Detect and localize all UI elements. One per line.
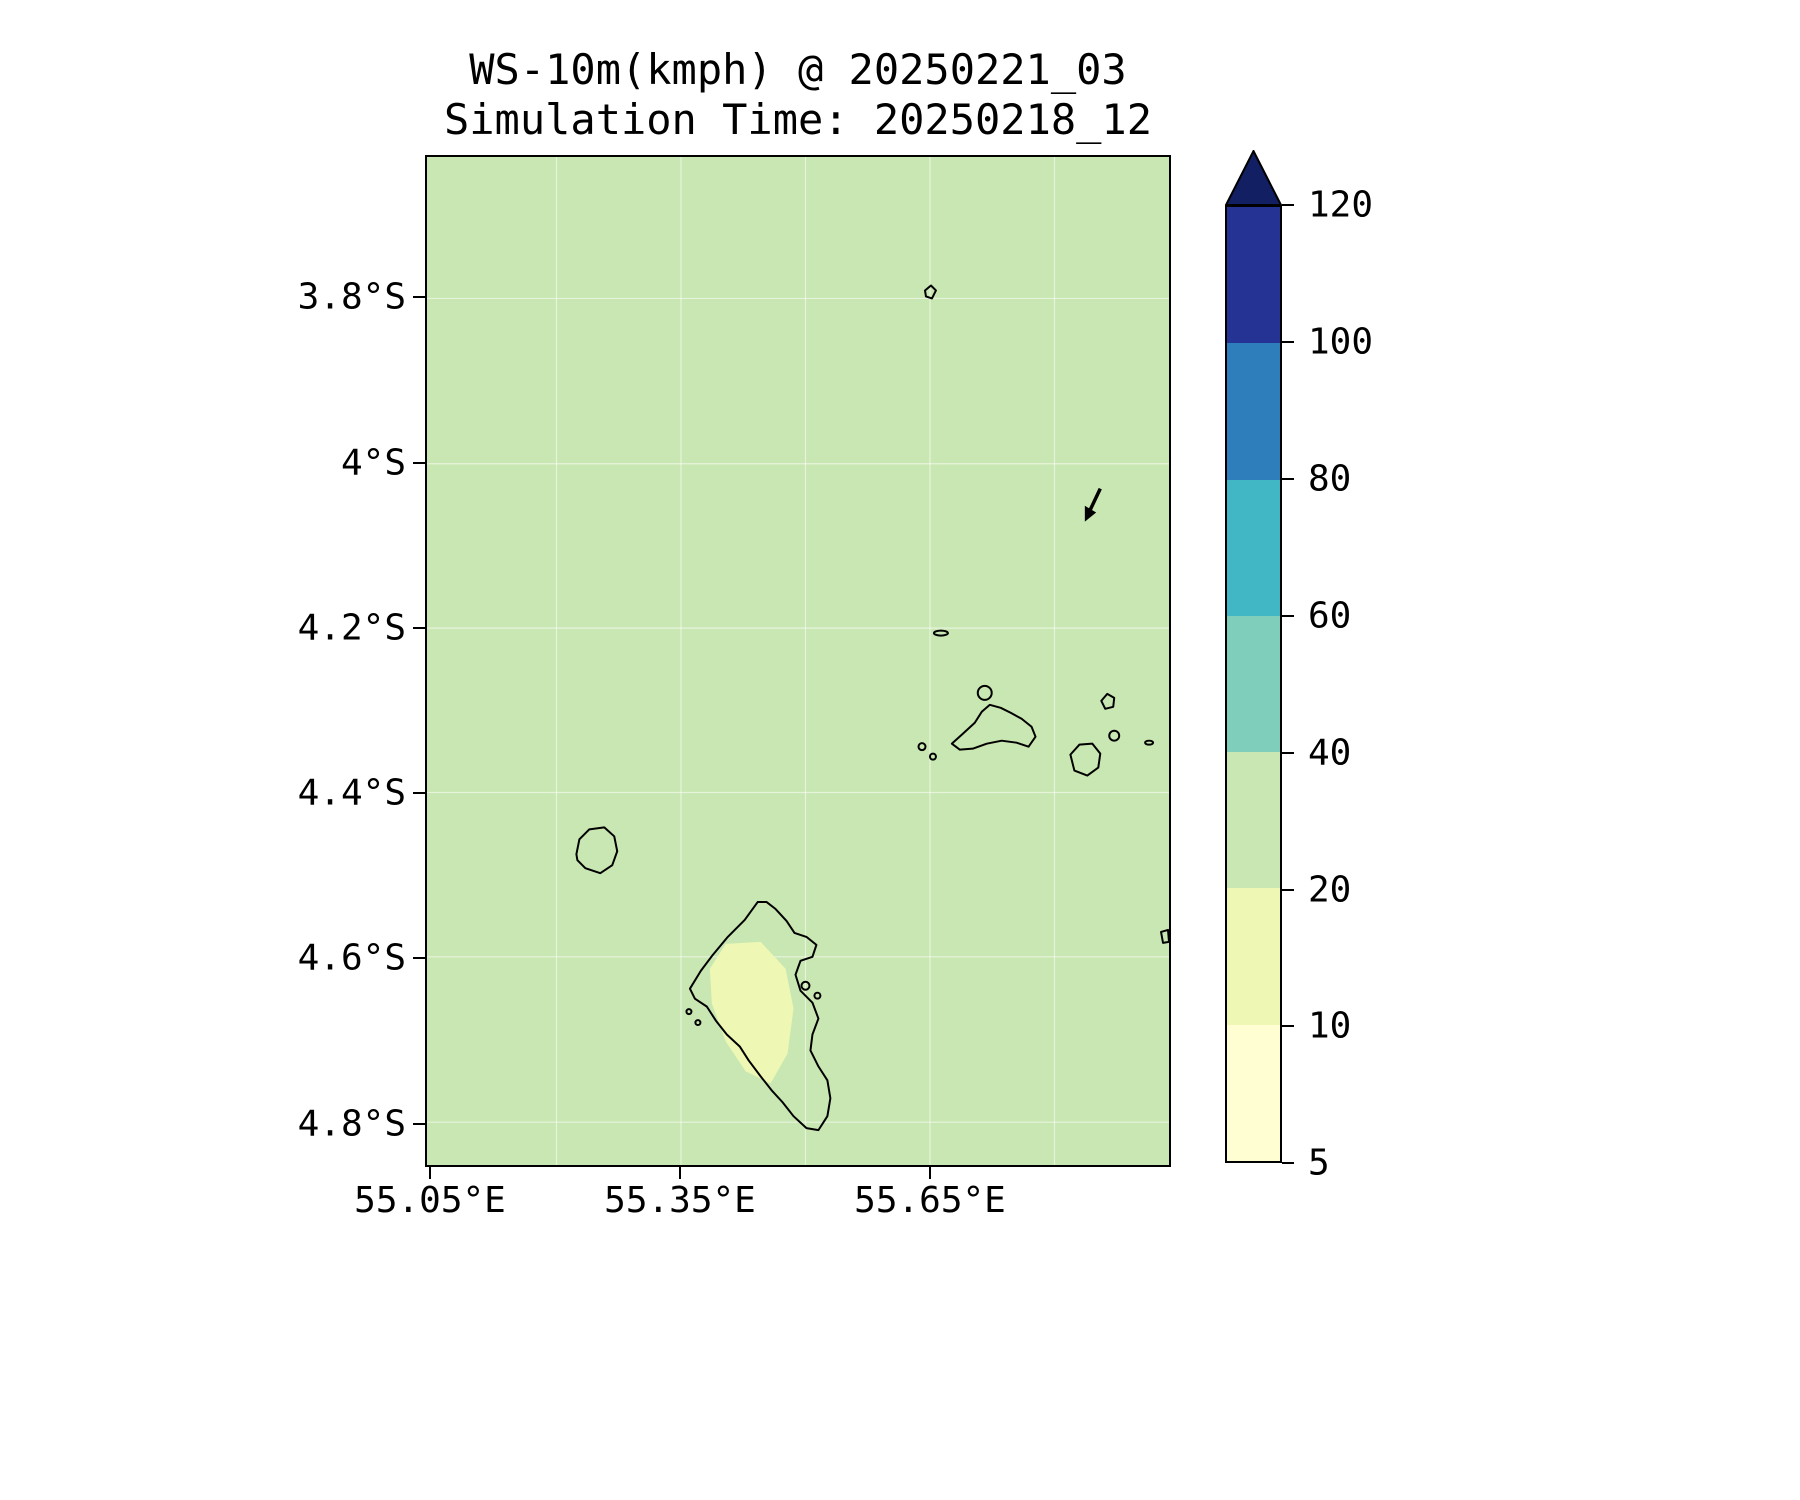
lat-tick-label: 4.6°S: [297, 937, 406, 979]
islet-outline: [932, 629, 949, 637]
colorbar-segment: [1227, 479, 1280, 616]
islet-outline: [917, 742, 927, 752]
island-outline-main: [688, 901, 832, 1132]
colorbar-segment: [1227, 343, 1280, 480]
map-plot-area: [425, 155, 1171, 1167]
lat-tick-mark: [413, 792, 425, 794]
lon-tick-mark: [929, 1167, 931, 1179]
colorbar-tick-label: 60: [1308, 595, 1352, 637]
colorbar-tick-mark: [1282, 1025, 1294, 1027]
island-outline-elongated: [950, 703, 1037, 751]
islet-outline: [813, 991, 822, 1000]
colorbar: [1225, 205, 1282, 1163]
lat-tick-mark: [413, 296, 425, 298]
lat-tick-mark: [413, 462, 425, 464]
colorbar-tick-mark: [1282, 615, 1294, 617]
lat-tick-label: 4.4°S: [297, 772, 406, 814]
colorbar-tick-label: 20: [1308, 869, 1352, 911]
colorbar-segment: [1227, 1024, 1280, 1161]
colorbar-tick-mark: [1282, 889, 1294, 891]
lat-tick-label: 4°S: [340, 442, 406, 484]
colorbar-tick-label: 120: [1308, 184, 1374, 226]
lat-tick-label: 3.8°S: [297, 276, 406, 318]
plot-subtitle: Simulation Time: 20250218_12: [443, 95, 1152, 144]
colorbar-tick-label: 10: [1308, 1005, 1352, 1047]
colorbar-tick-mark: [1282, 1162, 1294, 1164]
wind-arrow-icon: [1084, 487, 1102, 522]
colorbar-tick-mark: [1282, 341, 1294, 343]
lat-tick-label: 4.8°S: [297, 1103, 406, 1145]
islet-outline: [800, 980, 811, 991]
islet-outline: [694, 1019, 702, 1027]
island-outline-east: [1069, 742, 1102, 777]
colorbar-tick-label: 5: [1308, 1142, 1330, 1184]
lat-tick-mark: [413, 1123, 425, 1125]
colorbar-extend-triangle: [1225, 150, 1282, 206]
map-canvas: [427, 157, 1169, 1165]
colorbar-segment: [1227, 752, 1280, 889]
lat-tick-label: 4.2°S: [297, 607, 406, 649]
islet-outline: [1160, 928, 1169, 944]
coastlines: [575, 284, 1169, 1132]
colorbar-segment: [1227, 888, 1280, 1025]
colorbar-tick-label: 40: [1308, 732, 1352, 774]
islet-outline: [1100, 692, 1116, 710]
colorbar-tick-mark: [1282, 478, 1294, 480]
lon-tick-label: 55.35°E: [604, 1180, 756, 1221]
colorbar-tick-mark: [1282, 204, 1294, 206]
islet-outline: [1108, 729, 1121, 742]
islet-outline: [923, 284, 937, 300]
island-outline-round: [575, 826, 619, 875]
colorbar-tick-label: 80: [1308, 458, 1352, 500]
gridlines: [427, 157, 1169, 1165]
plot-title: WS-10m(kmph) @ 20250221_03: [469, 45, 1127, 94]
islet-outline: [928, 752, 937, 761]
lon-tick-mark: [679, 1167, 681, 1179]
colorbar-segment: [1227, 615, 1280, 753]
low-wind-contour-patch: [709, 941, 794, 1084]
islet-outline: [976, 684, 993, 701]
colorbar-tick-label: 100: [1308, 321, 1374, 363]
lon-tick-label: 55.05°E: [354, 1180, 506, 1221]
colorbar-tick-mark: [1282, 752, 1294, 754]
lon-tick-mark: [429, 1167, 431, 1179]
islet-outline: [1144, 739, 1155, 746]
islet-outline: [685, 1008, 693, 1016]
colorbar-segment: [1227, 207, 1280, 344]
lat-tick-mark: [413, 627, 425, 629]
lat-tick-mark: [413, 957, 425, 959]
lon-tick-label: 55.65°E: [854, 1180, 1006, 1221]
